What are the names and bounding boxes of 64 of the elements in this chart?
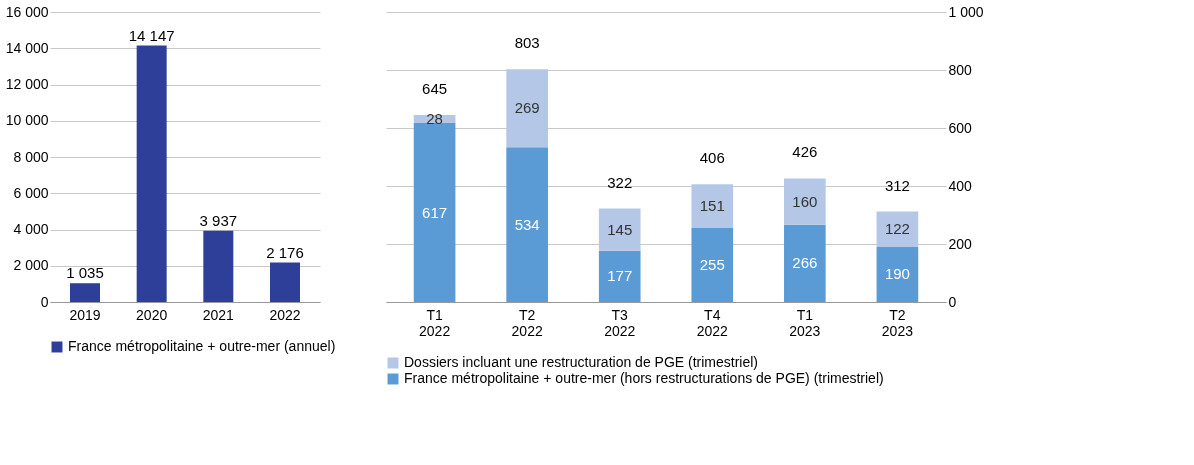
data-label: 266: [792, 254, 818, 272]
data-label: 534: [514, 215, 540, 233]
x-tick-label: 2019: [69, 306, 101, 323]
x-tick-label: T1 2022: [419, 306, 451, 339]
x-tick-label: T2 2022: [511, 306, 543, 339]
y-tick-label: 4 000: [13, 221, 49, 237]
y-tick-label: 400: [948, 177, 973, 194]
data-label: 145: [607, 220, 633, 238]
data-label: 122: [884, 220, 910, 238]
x-tick-label: 2021: [202, 306, 235, 323]
text: 14 147: [128, 26, 175, 44]
bar: [136, 45, 167, 302]
data-label: 151: [699, 197, 725, 215]
legend-label: France métropolitaine + outre-mer (hors restructurations de PGE) (trimestriel): [404, 370, 884, 386]
text: 3 937: [199, 211, 238, 229]
bar: [784, 178, 826, 225]
y-tick-label: 0: [40, 293, 49, 310]
text: 2 176: [266, 243, 304, 261]
total-label: 426: [792, 143, 818, 161]
data-label: 177: [607, 267, 633, 285]
y-tick-label: 0: [948, 293, 957, 310]
data-label: 28: [426, 110, 443, 128]
bar: [506, 69, 548, 148]
y-tick-label: 600: [948, 119, 973, 136]
total-label: 312: [884, 176, 910, 194]
bar: [270, 262, 300, 302]
x-tick-label: 2020: [136, 306, 168, 323]
legend-label: France métropolitaine + outre-mer (annuel): [68, 338, 336, 354]
legend-label: Dossiers incluant une restructuration de PGE (trimestriel): [404, 354, 759, 370]
bar: [784, 224, 826, 302]
text: 1 035: [66, 264, 104, 282]
x-tick-label: T4 2022: [696, 306, 729, 339]
bar: [413, 123, 456, 302]
bar: [203, 230, 234, 302]
bar: [691, 228, 734, 302]
bar: [876, 246, 919, 302]
bar: [598, 208, 641, 251]
data-label: 269: [514, 99, 540, 117]
x-tick-label: T2 2023: [881, 306, 914, 339]
bar: [598, 250, 641, 302]
bar: [691, 184, 734, 229]
y-tick-label: 8 000: [13, 148, 49, 165]
data-label: 190: [884, 265, 910, 283]
y-tick-label: 12 000: [5, 76, 49, 92]
total-label: 803: [514, 34, 540, 52]
bar: [506, 147, 548, 302]
total-label: 406: [699, 149, 725, 167]
data-label: 255: [699, 256, 725, 274]
x-tick-label: T3 2022: [604, 306, 636, 339]
x-tick-label: T1 2023: [789, 306, 821, 339]
data-label: 617: [422, 203, 448, 221]
y-tick-label: 6 000: [13, 184, 49, 201]
bar: [70, 283, 100, 302]
y-tick-label: 800: [948, 61, 973, 78]
data-label: 160: [792, 192, 818, 210]
y-tick-label: 10 000: [5, 112, 49, 129]
x-tick-label: 2022: [269, 306, 301, 323]
y-tick-label: 14 000: [5, 39, 49, 56]
y-tick-label: 2 000: [13, 257, 49, 274]
y-tick-label: 200: [948, 235, 973, 252]
y-tick-label: 16 000: [5, 3, 49, 20]
total-label: 322: [607, 173, 633, 191]
y-tick-label: 1 000: [948, 3, 984, 20]
total-label: 645: [422, 79, 448, 97]
